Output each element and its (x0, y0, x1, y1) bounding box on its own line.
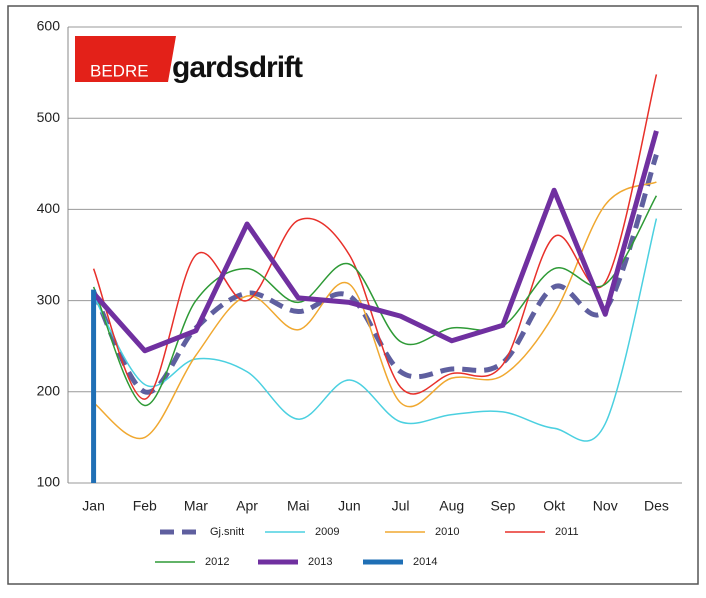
x-tick-label: Des (644, 498, 669, 514)
series-line (92, 218, 658, 442)
series-line (91, 153, 659, 395)
x-tick-label: Jul (392, 498, 410, 514)
series-line (91, 130, 659, 354)
x-tick-label: Sep (490, 498, 515, 514)
y-tick-label: 500 (37, 109, 61, 125)
x-tick-label: Okt (543, 498, 565, 514)
chart-border (7, 5, 699, 585)
y-tick-label: 400 (37, 200, 61, 216)
series-line (92, 195, 658, 407)
legend-label: 2009 (315, 526, 339, 538)
y-tick-label: 100 (37, 474, 61, 490)
series-line (93, 181, 657, 440)
y-tick-label: 200 (37, 383, 61, 399)
legend-label: 2013 (308, 556, 332, 568)
logo-box (75, 36, 176, 82)
x-tick-label: Jan (82, 498, 105, 514)
y-tick-label: 600 (37, 18, 61, 34)
x-tick-label: Jun (338, 498, 361, 514)
x-tick-label: Apr (236, 498, 258, 514)
logo-red: BEDRE (90, 61, 149, 80)
x-tick-label: Mai (287, 498, 310, 514)
legend-label: 2011 (555, 526, 579, 538)
series-line (92, 74, 658, 400)
legend-label: Gj.snitt (210, 526, 244, 538)
legend-label: 2010 (435, 526, 459, 538)
y-tick-label: 300 (37, 291, 61, 307)
x-tick-label: Mar (184, 498, 208, 514)
legend-label: 2012 (205, 556, 229, 568)
x-tick-label: Feb (133, 498, 157, 514)
logo-black: gardsdrift (172, 51, 303, 84)
legend-label: 2014 (413, 556, 437, 568)
x-tick-label: Nov (593, 498, 618, 514)
x-tick-label: Aug (439, 498, 464, 514)
